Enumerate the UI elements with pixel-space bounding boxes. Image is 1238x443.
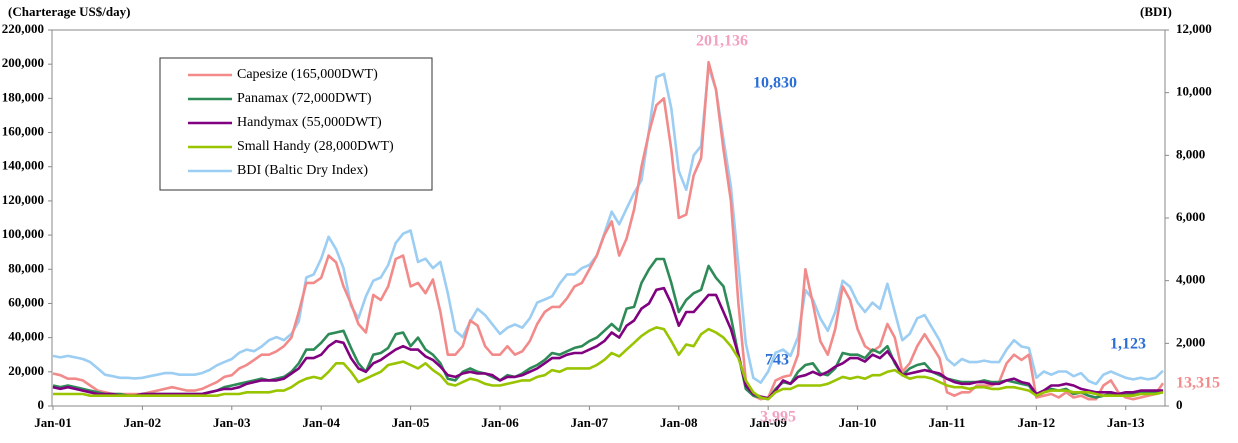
x-tick-label: Jan-01: [34, 415, 72, 430]
series-line: [53, 326, 1164, 401]
y2-tick-label: 10,000: [1176, 84, 1212, 99]
x-tick-label: Jan-05: [392, 415, 430, 430]
y-tick-label: 140,000: [2, 158, 44, 173]
y-tick-label: 20,000: [8, 363, 44, 378]
x-tick-label: Jan-08: [660, 415, 698, 430]
annotation: 13,315: [1176, 375, 1220, 392]
annotation: 10,830: [753, 75, 797, 92]
series-line: [52, 65, 1164, 386]
annotation: 3,995: [760, 409, 796, 426]
legend-label: Panamax (72,000DWT): [237, 91, 372, 106]
y-tick-label: 40,000: [8, 329, 44, 344]
x-tick-label: Jan-04: [302, 415, 340, 430]
y-tick-label: 160,000: [2, 124, 44, 139]
series-line: [52, 60, 1165, 401]
legend-label: Handymax (55,000DWT): [237, 115, 382, 130]
y-tick-label: 100,000: [2, 226, 44, 241]
y-tick-label: 180,000: [2, 89, 44, 104]
x-tick-label: Jan-03: [213, 415, 251, 430]
y2-tick-label: 6,000: [1176, 209, 1205, 224]
x-tick-label: Jan-11: [929, 415, 966, 430]
y2-tick-label: 0: [1176, 397, 1183, 412]
y2-axis-title: (BDI): [1140, 4, 1172, 19]
y2-tick-label: 8,000: [1176, 146, 1205, 161]
x-tick-label: Jan-10: [839, 415, 877, 430]
annotation: 743: [765, 352, 789, 369]
x-tick-label: Jan-12: [1018, 415, 1056, 430]
legend-entries: Capesize (165,000DWT) Panamax (72,000DWT)…: [188, 67, 394, 178]
y-tick-label: 60,000: [8, 294, 44, 309]
y2-tick-label: 2,000: [1176, 334, 1205, 349]
x-tick-label: Jan-09: [749, 415, 787, 430]
series-line: [52, 257, 1164, 401]
y-axis-title: (Charterage US$/day): [8, 4, 130, 19]
y2-tick-label: 4,000: [1176, 272, 1205, 287]
x-tick-label: Jan-07: [571, 415, 609, 430]
y-tick-label: 220,000: [2, 21, 44, 36]
annotation: 1,123: [1110, 336, 1146, 353]
series-line: [52, 286, 1163, 400]
legend-label: BDI (Baltic Dry Index): [237, 163, 368, 178]
y-tick-label: 0: [38, 397, 45, 412]
lines: [52, 60, 1165, 401]
legend-label: Capesize (165,000DWT): [237, 67, 378, 82]
annotation: 201,136: [696, 33, 748, 50]
legend-label: Small Handy (28,000DWT): [237, 139, 394, 154]
x-tick-label: Jan-06: [481, 415, 519, 430]
y2-tick-label: 12,000: [1176, 21, 1212, 36]
y-tick-label: 120,000: [2, 192, 44, 207]
y-tick-label: 200,000: [2, 55, 44, 70]
y-tick-label: 80,000: [8, 260, 44, 275]
x-tick-label: Jan-13: [1107, 415, 1145, 430]
x-tick-label: Jan-02: [124, 415, 162, 430]
